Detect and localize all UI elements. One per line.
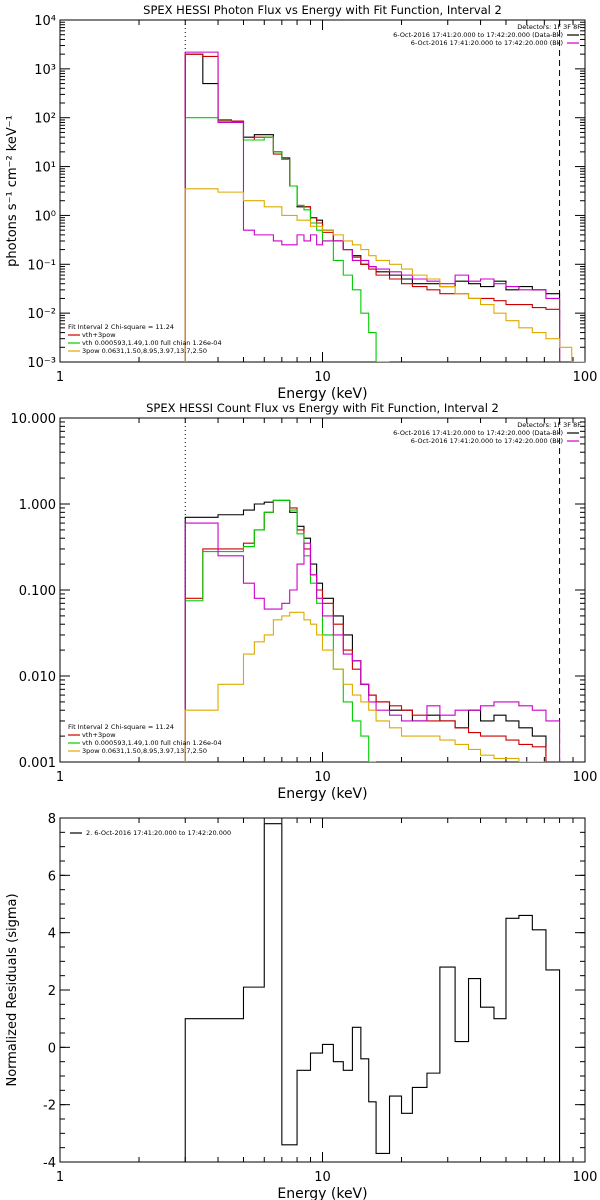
photon-xtick-label-1: 10 [314,370,331,385]
photon-ytick-label-7: 10⁴ [34,14,56,29]
photon-title: SPEX HESSI Photon Flux vs Energy with Fi… [143,3,502,17]
count-legend-tr-2: 6-Oct-2016 17:41:20.000 to 17:42:20.000 … [411,437,563,445]
residuals-ytick-label-6: 8 [48,812,56,827]
count-xtick-label-2: 100 [573,770,598,785]
photon-ytick-label-2: 10⁻¹ [27,258,56,273]
residuals-ytick-label-3: 2 [48,984,56,999]
count-ytick-label-2: 0.100 [19,584,56,599]
count-series-1 [184,499,547,762]
photon-xtick-label-2: 100 [573,370,598,385]
photon-ytick-label-0: 10⁻³ [27,356,56,371]
residuals-ytick-label-1: -2 [43,1099,56,1114]
count-legend-bl-3: 3pow 0.0631,1.50,8.95,3.97,13.7,2.50 [82,747,207,755]
count-legend-bl-1: vth+3pow [82,731,116,739]
residuals-ytick-label-5: 6 [48,869,56,884]
photon-ytick-label-6: 10³ [34,63,56,78]
count-legend-tr-1: 6-Oct-2016 17:41:20.000 to 17:42:20.000 … [393,429,563,437]
photon-xtick-label-0: 1 [56,370,64,385]
photon-ytick-label-3: 10⁰ [34,209,56,224]
photon-legend-bl-1: vth+3pow [82,331,116,339]
photon-series-4 [184,188,585,362]
count-series-3 [184,522,561,762]
residuals-legend-tl-0: 2. 6-Oct-2016 17:41:20.000 to 17:42:20.0… [86,829,231,837]
residuals-xlabel: Energy (keV) [277,1186,367,1200]
photon-ytick-label-1: 10⁻² [27,307,56,322]
photon-legend-tr-0: Detectors: 1F 3F 8F [517,23,581,31]
residuals-xtick-label-1: 10 [314,1170,331,1185]
count-ytick-label-3: 1.000 [19,498,56,513]
photon-legend-bl-0: Fit Interval 2 Chi-square = 11.24 [68,323,174,331]
residuals-series-0 [184,823,561,1162]
photon-legend-tr-1: 6-Oct-2016 17:41:20.000 to 17:42:20.000 … [393,31,563,39]
count-legend-tr-0: Detectors: 1F 3F 8F [517,421,581,429]
count-series-4 [184,611,546,762]
residuals-ylabel: Normalized Residuals (sigma) [5,893,20,1086]
photon-ylabel: photons s⁻¹ cm⁻² keV⁻¹ [5,115,20,267]
photon-series-0 [184,53,561,362]
residuals-ytick-label-4: 4 [48,927,56,942]
residuals-ytick-label-2: 0 [48,1041,56,1056]
photon-series-2 [184,117,390,362]
count-ytick-label-1: 0.010 [19,670,56,685]
photon-series-1 [184,53,561,362]
photon-series-3 [184,51,561,362]
photon-legend-tr-2: 6-Oct-2016 17:41:20.000 to 17:42:20.000 … [411,39,563,47]
residuals-xtick-label-0: 1 [56,1170,64,1185]
count-series-2 [184,499,377,762]
count-legend-bl-0: Fit Interval 2 Chi-square = 11.24 [68,723,174,731]
count-title: SPEX HESSI Count Flux vs Energy with Fit… [146,401,499,415]
residuals-xtick-label-2: 100 [573,1170,598,1185]
photon-ytick-label-5: 10² [34,112,56,127]
count-ytick-label-4: 10.000 [11,412,57,427]
count-xtick-label-0: 1 [56,770,64,785]
photon-plot-frame [59,19,586,363]
residuals-ytick-label-0: -4 [43,1156,56,1171]
photon-ytick-label-4: 10¹ [34,161,56,176]
photon-legend-bl-3: 3pow 0.0631,1.50,8.95,3.97,13.7,2.50 [82,347,207,355]
count-legend-bl-2: vth 0.000593,1.49,1.00 full chian 1.26e-… [82,739,222,747]
count-series-0 [184,499,547,762]
count-ytick-label-0: 0.001 [19,756,56,771]
photon-legend-bl-2: vth 0.000593,1.49,1.00 full chian 1.26e-… [82,339,222,347]
photon-xlabel: Energy (keV) [277,386,367,402]
count-xlabel: Energy (keV) [277,786,367,802]
count-xtick-label-1: 10 [314,770,331,785]
